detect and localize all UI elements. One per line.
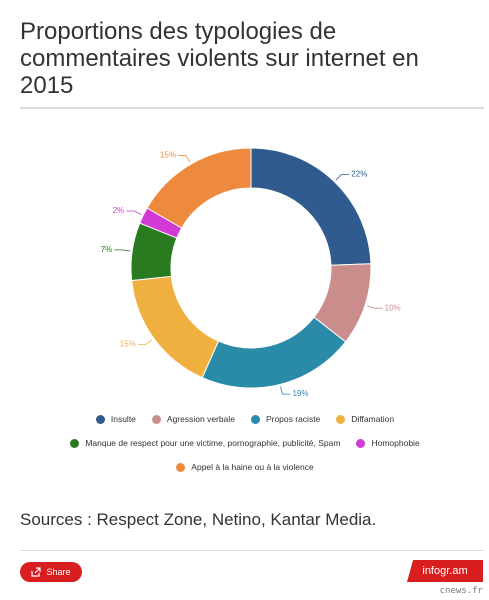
watermark: cnews.fr [439, 586, 483, 596]
leader-line [114, 249, 131, 252]
legend-item: Agression verbale [151, 414, 235, 424]
share-button[interactable]: Share [20, 562, 82, 582]
legend-item: Manque de respect pour une victime, porn… [70, 438, 340, 448]
legend-label: Homophobie [371, 438, 420, 448]
data-label: 19% [292, 389, 308, 398]
legend-swatch [336, 414, 346, 424]
legend-swatch [176, 462, 186, 472]
legend-label: Propos raciste [265, 414, 321, 424]
legend-item: Insulte [95, 414, 136, 424]
source: Sources : Respect Zone, Netino, Kantar M… [20, 510, 377, 529]
donut-segment [131, 275, 220, 379]
leader-line [280, 386, 291, 395]
leader-line [137, 339, 153, 345]
brand-link[interactable]: infogr.am [407, 560, 483, 582]
data-label: 15% [120, 340, 136, 349]
data-label: 22% [351, 170, 367, 179]
data-label: 15% [160, 151, 176, 160]
donut-segment [201, 316, 347, 389]
legend-swatch [356, 438, 366, 448]
legend-item: Propos raciste [250, 414, 321, 424]
leader-line [335, 174, 350, 181]
share-icon [31, 567, 42, 577]
legend-label: Appel à la haine ou à la violence [191, 462, 314, 472]
data-label: 7% [101, 245, 113, 254]
donut-segment [146, 147, 252, 229]
donut-segment [250, 147, 372, 266]
leader-line [178, 155, 191, 163]
legend-label: Agression verbale [166, 414, 235, 424]
legend-swatch [70, 438, 80, 448]
divider [20, 550, 484, 551]
leader-line [126, 210, 142, 215]
data-label: 2% [113, 206, 125, 215]
legend-item: Diffamation [336, 414, 394, 424]
legend-item: Appel à la haine ou à la violence [176, 462, 314, 472]
data-label: 10% [385, 303, 401, 312]
legend-label: Diffamation [351, 414, 395, 424]
legend: Insulte Agression verbale Propos raciste Di… [20, 414, 470, 472]
chart-title: Proportions des typologies de commentair… [20, 18, 419, 99]
divider [20, 107, 484, 109]
legend-swatch [151, 414, 161, 424]
legend-label: Manque de respect pour une victime, porn… [85, 438, 341, 448]
share-label: Share [46, 567, 71, 577]
leader-line [366, 305, 383, 309]
legend-swatch [250, 414, 260, 424]
chart: 22% 10% 19% 15% 7% 2% 15% [101, 147, 401, 398]
legend-label: Insulte [110, 414, 136, 424]
legend-swatch [95, 414, 105, 424]
legend-item: Homophobie [356, 438, 420, 448]
